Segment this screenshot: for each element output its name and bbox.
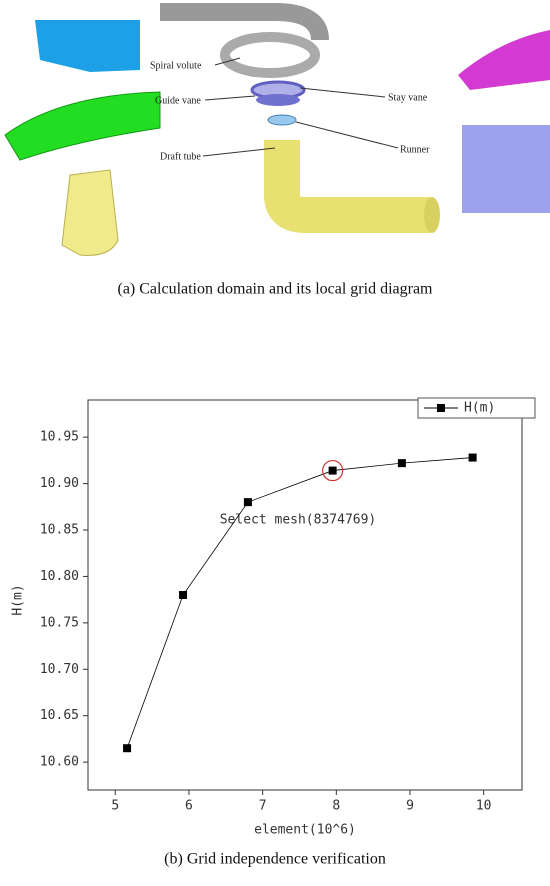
y-tick-label: 10.60 — [40, 755, 79, 770]
thumb-guide — [4, 91, 161, 161]
draft-tube — [264, 140, 430, 233]
volute — [220, 32, 320, 78]
thumb-runner — [462, 125, 550, 213]
pipe — [160, 3, 329, 41]
tube-end — [424, 197, 440, 233]
plot-frame — [87, 399, 523, 791]
point — [328, 466, 337, 475]
illustration: Spiral volute Stay vane Guide vane Runne… — [4, 3, 550, 298]
point — [179, 591, 188, 599]
leader — [204, 95, 256, 101]
x-tick-label: 7 — [259, 799, 267, 814]
x-tick-label: 9 — [406, 799, 414, 814]
x-axis-label: element(10^6) — [254, 823, 356, 838]
legend-box — [417, 397, 536, 419]
annotation: Select mesh(8374769) — [220, 513, 377, 528]
leader — [299, 87, 386, 98]
leader — [202, 147, 276, 157]
label: Runner — [400, 144, 430, 155]
y-tick-label: 10.70 — [40, 662, 79, 677]
highlight — [322, 459, 344, 482]
label: Guide vane — [155, 95, 201, 106]
point — [123, 744, 132, 753]
leader — [214, 57, 241, 66]
y-tick-label: 10.75 — [40, 615, 79, 630]
x-tick-label: 8 — [332, 799, 340, 814]
thumb-stay — [458, 30, 550, 90]
point — [243, 498, 252, 507]
y-tick-label: 10.65 — [40, 708, 79, 723]
x-tick-label: 5 — [111, 799, 119, 814]
legend-label: H(m) — [464, 401, 495, 416]
thumb-spiral — [35, 20, 140, 72]
label: Stay vane — [388, 92, 428, 103]
x-tick-label: 10 — [476, 799, 492, 814]
leader — [295, 121, 399, 149]
caption: (a) Calculation domain and its local gri… — [117, 281, 433, 298]
label: Spiral volute — [150, 60, 202, 71]
x-tick-label: 6 — [185, 799, 193, 814]
y-tick-label: 10.80 — [40, 569, 79, 584]
caption: (b) Grid independence verification — [164, 851, 386, 868]
point — [397, 459, 406, 468]
label: Draft tube — [160, 151, 201, 162]
guide-vane — [256, 94, 300, 106]
y-axis-label: H(m) — [11, 584, 26, 615]
y-tick-label: 10.90 — [40, 476, 79, 491]
runner-shape — [267, 114, 297, 126]
y-tick-label: 10.85 — [40, 523, 79, 538]
point — [468, 453, 477, 462]
y-tick-label: 10.95 — [40, 430, 79, 445]
thumb-tube — [61, 169, 119, 256]
legend-marker — [437, 404, 445, 412]
series-line — [126, 457, 473, 749]
